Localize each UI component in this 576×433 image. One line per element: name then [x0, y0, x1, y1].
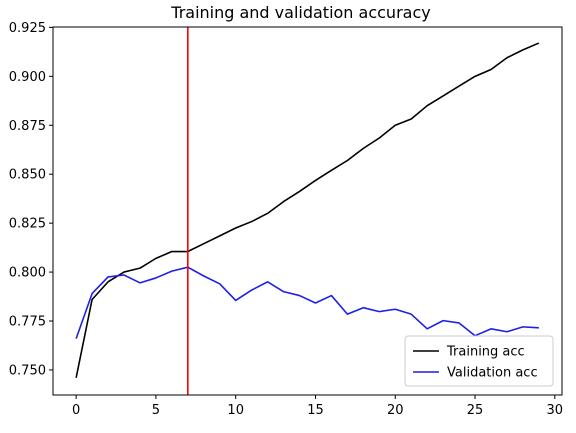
y-tick-label: 0.850 — [9, 168, 46, 183]
x-tick-label: 5 — [152, 403, 160, 418]
x-tick-label: 30 — [547, 403, 564, 418]
x-tick-label: 20 — [387, 403, 404, 418]
y-tick-label: 0.775 — [9, 315, 46, 330]
y-tick-label: 0.750 — [9, 363, 46, 378]
series-line-0 — [75, 42, 540, 378]
x-tick-label: 25 — [467, 403, 484, 418]
x-tick-label: 0 — [72, 403, 80, 418]
x-axis-ticks: 0 5 10 15 20 25 30 — [72, 395, 563, 418]
y-tick-label: 0.925 — [9, 21, 46, 36]
y-tick-label: 0.800 — [9, 266, 46, 281]
y-tick-label: 0.875 — [9, 119, 46, 134]
legend: Training acc Validation acc — [404, 335, 554, 387]
series-line-1 — [75, 266, 539, 339]
plot-frame — [52, 26, 563, 396]
y-tick-label: 0.825 — [9, 217, 46, 232]
y-tick-label: 0.900 — [9, 70, 46, 85]
x-tick-label: 10 — [227, 403, 244, 418]
legend-box — [404, 335, 554, 387]
legend-label-1: Validation acc — [447, 366, 538, 381]
chart-title: Training and validation accuracy — [170, 3, 430, 22]
y-axis-ticks: 0.750 0.775 0.800 0.825 0.850 0.875 0.900 0.925 — [9, 21, 53, 378]
legend-label-0: Training acc — [446, 345, 525, 360]
plot-content — [75, 27, 540, 395]
x-tick-label: 15 — [307, 403, 324, 418]
